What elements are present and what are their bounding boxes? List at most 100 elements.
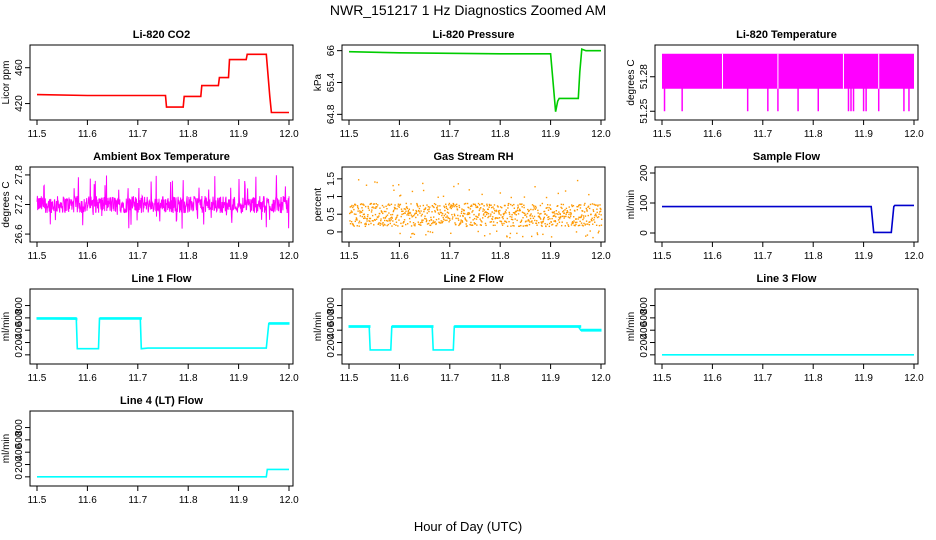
data-point [410,236,412,238]
data-point [570,224,573,226]
y-tick-label: 800 [326,297,337,314]
data-point [579,207,582,209]
data-point [493,208,495,210]
data-noise [36,317,290,325]
data-point [487,216,489,219]
data-point [417,209,420,212]
data-point [530,221,533,223]
data-point [426,223,429,225]
data-point [592,209,594,211]
data-point [398,206,400,208]
data-point [413,224,415,226]
data-point [553,220,555,222]
data-point [404,212,406,214]
data-point [362,213,365,216]
data-point [482,214,485,216]
data-point [562,211,564,213]
x-tick-label: 11.9 [541,129,560,140]
data-point [430,216,432,219]
data-point [357,208,360,210]
data-point [364,223,366,225]
data-point [377,216,379,219]
data-point [385,219,388,222]
data-point [502,217,504,220]
data-point [400,222,402,225]
data-point [496,205,499,207]
data-point [505,221,508,223]
data-point [577,206,579,208]
data-point [383,223,385,226]
data-point [409,212,412,214]
data-point [593,216,596,219]
data-point [418,223,420,226]
data-series-line [348,47,601,112]
data-point [522,235,524,238]
data-point [531,235,533,238]
data-point [547,209,550,211]
x-tick-label: 11.7 [753,251,772,262]
data-point [358,225,360,227]
data-point [526,212,529,215]
data-point [586,234,589,236]
data-point [548,206,550,209]
y-tick-label: 600 [326,309,337,326]
x-tick-label: 12.0 [279,373,299,384]
data-point [583,222,585,225]
data-point [493,204,496,206]
x-tick-label: 11.7 [753,373,772,384]
data-point [559,213,561,216]
data-point [466,220,468,222]
data-point [444,209,446,212]
data-point [439,209,441,211]
data-point [384,216,387,219]
data-point [583,204,586,206]
data-point [508,213,511,215]
chart-panel: Li-820 CO2 11.5 11.6 11.7 11.8 11.9 12.0 420 460… [1,29,299,140]
data-point [597,232,600,234]
data-point [511,216,513,218]
data-point [490,204,492,206]
data-point [557,213,559,216]
data-point [545,225,547,228]
data-point [360,221,362,224]
data-series-line [349,325,601,351]
data-point [414,225,416,227]
data-point [422,204,425,207]
data-point [511,218,514,221]
data-point [557,205,559,207]
data-point [539,213,541,215]
data-point [405,210,407,212]
data-point [388,218,390,220]
data-point [578,204,580,206]
data-point [594,204,596,206]
data-point [384,224,386,226]
data-point [450,232,452,235]
data-point [572,222,574,224]
data-point [551,217,553,220]
data-point [569,209,572,211]
data-point [392,209,395,212]
data-point [379,222,382,225]
data-point [541,225,543,227]
data-point [569,211,571,214]
data-point [510,203,512,206]
x-tick-label: 11.5 [340,251,359,262]
data-point [353,213,356,215]
x-tick-label: 11.7 [128,373,147,384]
y-tick-label: 100 [639,194,650,211]
data-point [523,204,525,206]
data-point [447,208,449,211]
data-point [448,217,451,220]
data-point [549,218,551,220]
data-point [403,208,405,210]
y-tick-label: 0 [14,352,25,358]
data-point [478,209,481,212]
plot-frame [654,166,919,243]
data-point [469,216,471,219]
y-axis-label: ml/min [313,312,324,341]
data-point [516,219,518,222]
data-point [359,212,361,214]
data-point [476,205,479,208]
data-point [375,207,377,209]
plot-area [348,47,601,112]
